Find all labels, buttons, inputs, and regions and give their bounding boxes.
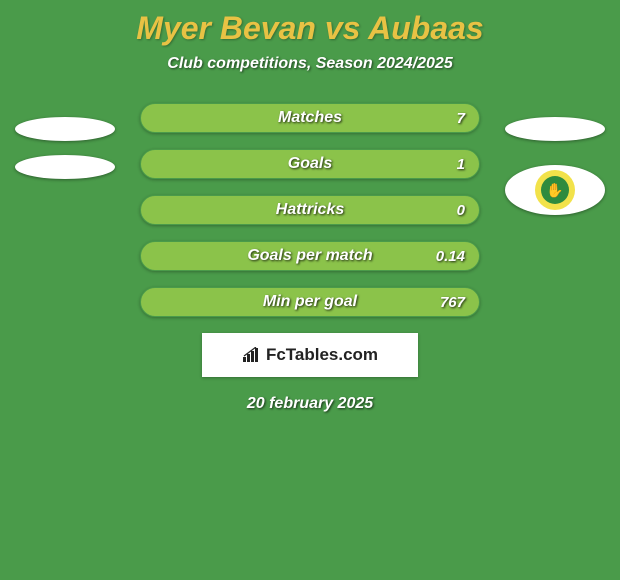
stat-label: Hattricks xyxy=(276,201,344,219)
stat-value: 1 xyxy=(457,156,465,173)
brand-label: FcTables.com xyxy=(242,345,378,365)
stat-label: Min per goal xyxy=(263,293,357,311)
stat-value: 7 xyxy=(457,110,465,127)
stat-bar: Matches 7 xyxy=(140,103,480,133)
stat-bars: Matches 7 Goals 1 Hattricks 0 Goals per match 0… xyxy=(140,103,480,317)
stat-value: 0 xyxy=(457,202,465,219)
left-player-badges xyxy=(10,103,120,193)
club-crest-badge: ✋ xyxy=(505,165,605,215)
crest-icon: ✋ xyxy=(546,182,563,199)
brand-chart-icon xyxy=(242,347,262,363)
brand-box: FcTables.com xyxy=(202,333,418,377)
stat-label: Goals per match xyxy=(247,247,372,265)
stat-label: Matches xyxy=(278,109,342,127)
badge-placeholder xyxy=(15,117,115,141)
right-player-badges: ✋ xyxy=(500,103,610,239)
stat-bar: Min per goal 767 xyxy=(140,287,480,317)
brand-text: FcTables.com xyxy=(266,345,378,365)
badge-placeholder xyxy=(505,117,605,141)
crest-outer-ring: ✋ xyxy=(535,170,575,210)
badge-placeholder xyxy=(15,155,115,179)
crest-inner-circle: ✋ xyxy=(541,176,569,204)
page-subtitle: Club competitions, Season 2024/2025 xyxy=(0,55,620,73)
stat-bar: Goals per match 0.14 xyxy=(140,241,480,271)
stat-value: 0.14 xyxy=(436,248,465,265)
stat-bar: Goals 1 xyxy=(140,149,480,179)
page-title: Myer Bevan vs Aubaas xyxy=(0,0,620,55)
date-label: 20 february 2025 xyxy=(0,395,620,413)
comparison-infographic: Myer Bevan vs Aubaas Club competitions, … xyxy=(0,0,620,580)
content-area: ✋ Matches 7 Goals 1 Hattricks 0 Goals per matc… xyxy=(0,103,620,413)
stat-value: 767 xyxy=(440,294,465,311)
stat-bar: Hattricks 0 xyxy=(140,195,480,225)
stat-label: Goals xyxy=(288,155,332,173)
